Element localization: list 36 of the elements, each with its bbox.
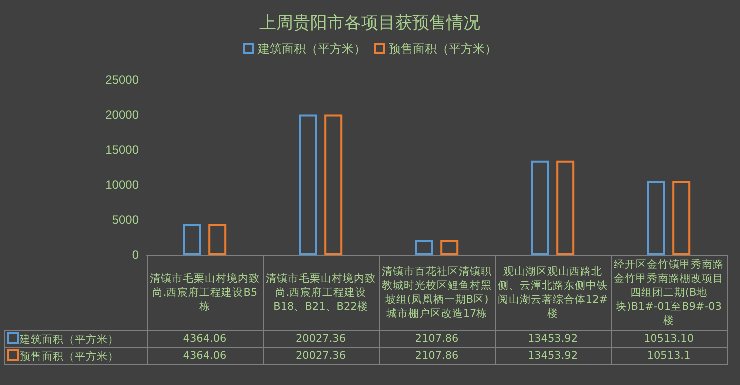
data-label: 4364.06	[147, 348, 263, 364]
bar	[415, 240, 434, 255]
text: 建筑面积（平方米）	[20, 334, 119, 346]
bar	[647, 181, 666, 255]
x-tick-label: 观山湖区观山西路北侧、云潭北路东侧中铁阅山湖云著综合体12#楼	[495, 256, 611, 330]
x-tick-label: 清镇市毛栗山村境内致尚.西宸府工程建设B5栋	[147, 256, 263, 330]
y-tick-label: 10000	[106, 178, 140, 192]
chart-title: 上周贵阳市各项目获预售情况	[260, 14, 480, 34]
bar	[672, 181, 691, 255]
bar	[208, 224, 227, 255]
bar	[556, 160, 575, 255]
data-label: 20027.36	[263, 348, 379, 364]
bar	[531, 160, 550, 255]
data-label: 10513.1	[611, 348, 727, 364]
y-tick-label: 20000	[106, 108, 140, 122]
bar	[440, 240, 459, 255]
y-tick-label: 5000	[112, 213, 140, 227]
data-label: 2107.86	[379, 348, 495, 364]
data-label: 13453.92	[495, 330, 611, 348]
bar	[324, 114, 343, 255]
data-label: 20027.36	[263, 330, 379, 348]
data-label: 2107.86	[379, 330, 495, 348]
bar	[183, 224, 202, 255]
legend-label: 建筑面积（平方米）	[257, 42, 366, 56]
x-tick-label: 清镇市毛栗山村境内致尚.西宸府工程建设B18、B21、B22楼	[263, 256, 379, 330]
x-tick-label: 清镇市百花社区清镇职教城时光校区鲤鱼村黑坡组(凤凰栖一期B区)城市棚户区改造17栋	[379, 256, 495, 330]
y-tick-label: 25000	[106, 73, 140, 87]
legend-label: 预售面积（平方米）	[389, 42, 497, 56]
y-tick-label: 15000	[106, 143, 140, 157]
data-label: 13453.92	[495, 348, 611, 364]
bar	[299, 114, 318, 255]
x-tick-label: 经开区金竹镇甲秀南路金竹甲秀南路棚改项目四组团二期(B地块)B1#-01至B9#-03楼	[611, 256, 727, 330]
text: 预售面积（平方米）	[20, 350, 119, 362]
data-label: 10513.10	[611, 330, 727, 348]
data-label: 4364.06	[147, 330, 263, 348]
y-tick-label: 0	[132, 248, 140, 262]
